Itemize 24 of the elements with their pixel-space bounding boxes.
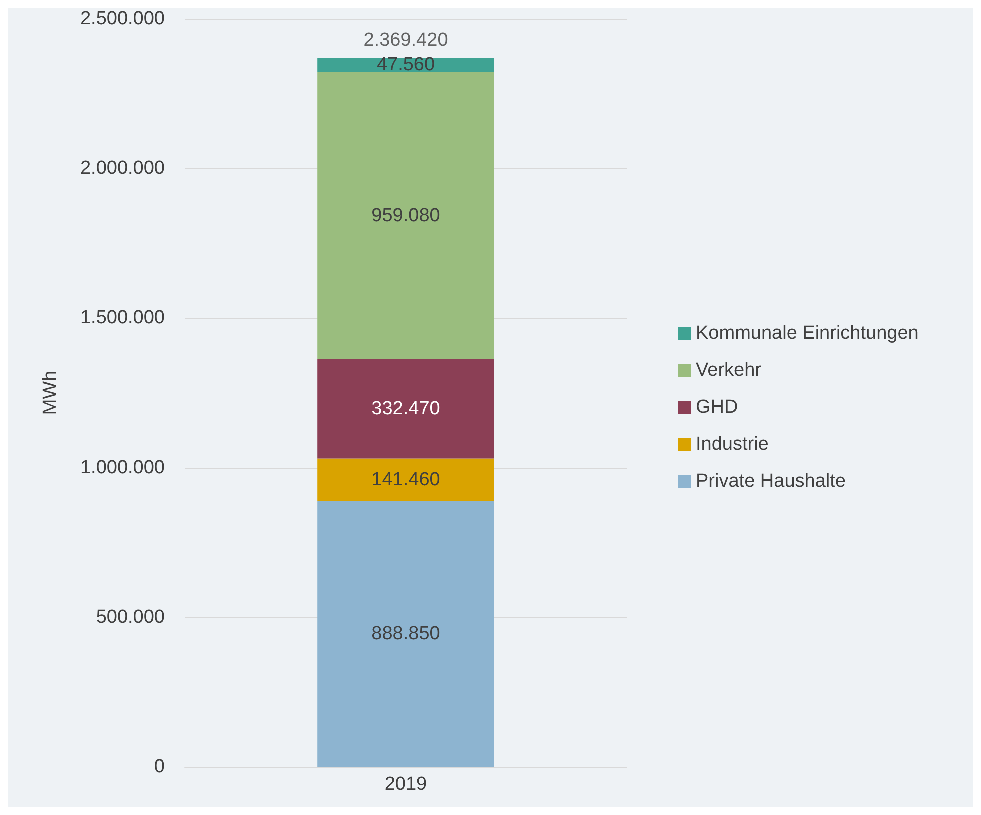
y-tick-label: 2.000.000: [80, 158, 165, 180]
data-label: 888.850: [372, 624, 440, 645]
legend-label: GHD: [696, 397, 738, 418]
data-label: 959.080: [372, 205, 440, 226]
y-tick-label: 0: [154, 756, 165, 778]
bar: [318, 501, 494, 767]
legend-label: Private Haushalte: [696, 471, 846, 492]
legend-label: Kommunale Einrichtungen: [696, 323, 919, 344]
legend-label: Industrie: [696, 434, 769, 455]
data-label: 332.470: [372, 398, 440, 420]
bar: [318, 458, 494, 502]
y-tick-label: 2.500.000: [80, 8, 165, 30]
total-label: 2.369.420: [364, 30, 448, 52]
y-tick-label: 1.500.000: [80, 308, 165, 329]
x-tick-label: 2019: [384, 774, 428, 795]
y-tick-label: 1.000.000: [80, 457, 165, 478]
data-label: 141.460: [372, 469, 440, 490]
legend-label: Verkehr: [696, 360, 762, 381]
bar: [318, 72, 494, 360]
data-label: 47.560: [376, 54, 436, 76]
bar: [318, 359, 494, 459]
y-axis-title: MWh: [40, 370, 61, 416]
y-tick-label: 500.000: [96, 606, 165, 628]
bar: [318, 58, 494, 72]
